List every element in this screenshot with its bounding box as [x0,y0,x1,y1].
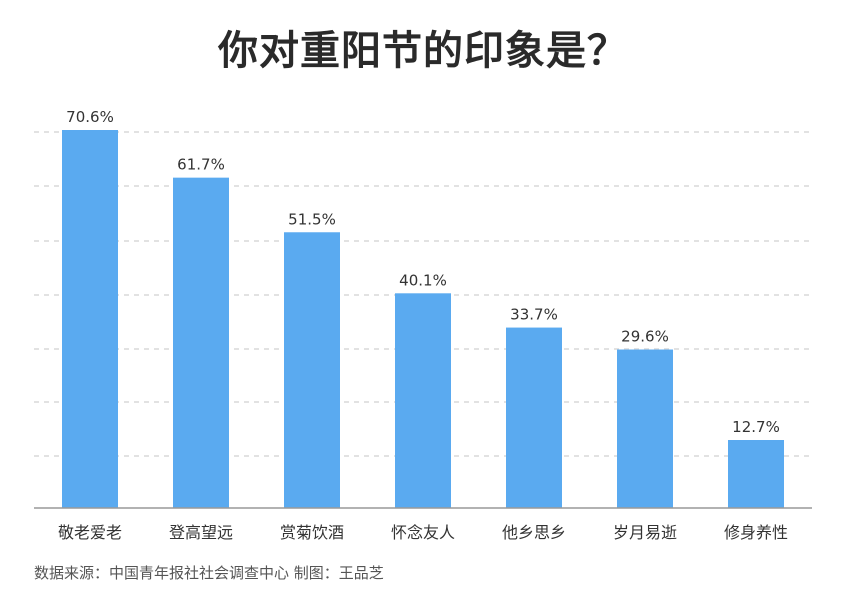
bars [62,130,784,509]
value-labels: 70.6% 61.7% 51.5% 40.1% 33.7% 29.6% 12.7% [66,108,780,436]
category-label: 修身养性 [724,523,788,542]
category-label: 他乡思乡 [502,523,566,542]
category-label: 登高望远 [169,523,233,542]
chart-title: 你对重阳节的印象是？ [218,28,628,74]
bar-value-label: 51.5% [288,210,336,228]
category-label: 赏菊饮酒 [280,523,344,542]
category-label: 怀念友人 [391,523,455,542]
bar [617,349,673,508]
bar [173,177,229,509]
bar-value-label: 70.6% [66,108,114,126]
category-label: 岁月易逝 [613,523,677,542]
bar [506,327,562,508]
bar-value-label: 61.7% [177,156,225,174]
category-labels: 敬老爱老 登高望远 赏菊饮酒 怀念友人 他乡思乡 岁月易逝 修身养性 [58,523,788,542]
bar-value-label: 33.7% [510,306,558,324]
bar [395,293,451,508]
bar [62,130,118,508]
bar-value-label: 12.7% [732,418,780,436]
bar [728,440,784,508]
source-note: 数据来源：中国青年报社社会调查中心 制图：王品芝 [34,564,384,582]
bar-value-label: 40.1% [399,271,447,289]
category-label: 敬老爱老 [58,523,122,542]
bar-value-label: 29.6% [621,328,669,346]
bar [284,232,340,508]
